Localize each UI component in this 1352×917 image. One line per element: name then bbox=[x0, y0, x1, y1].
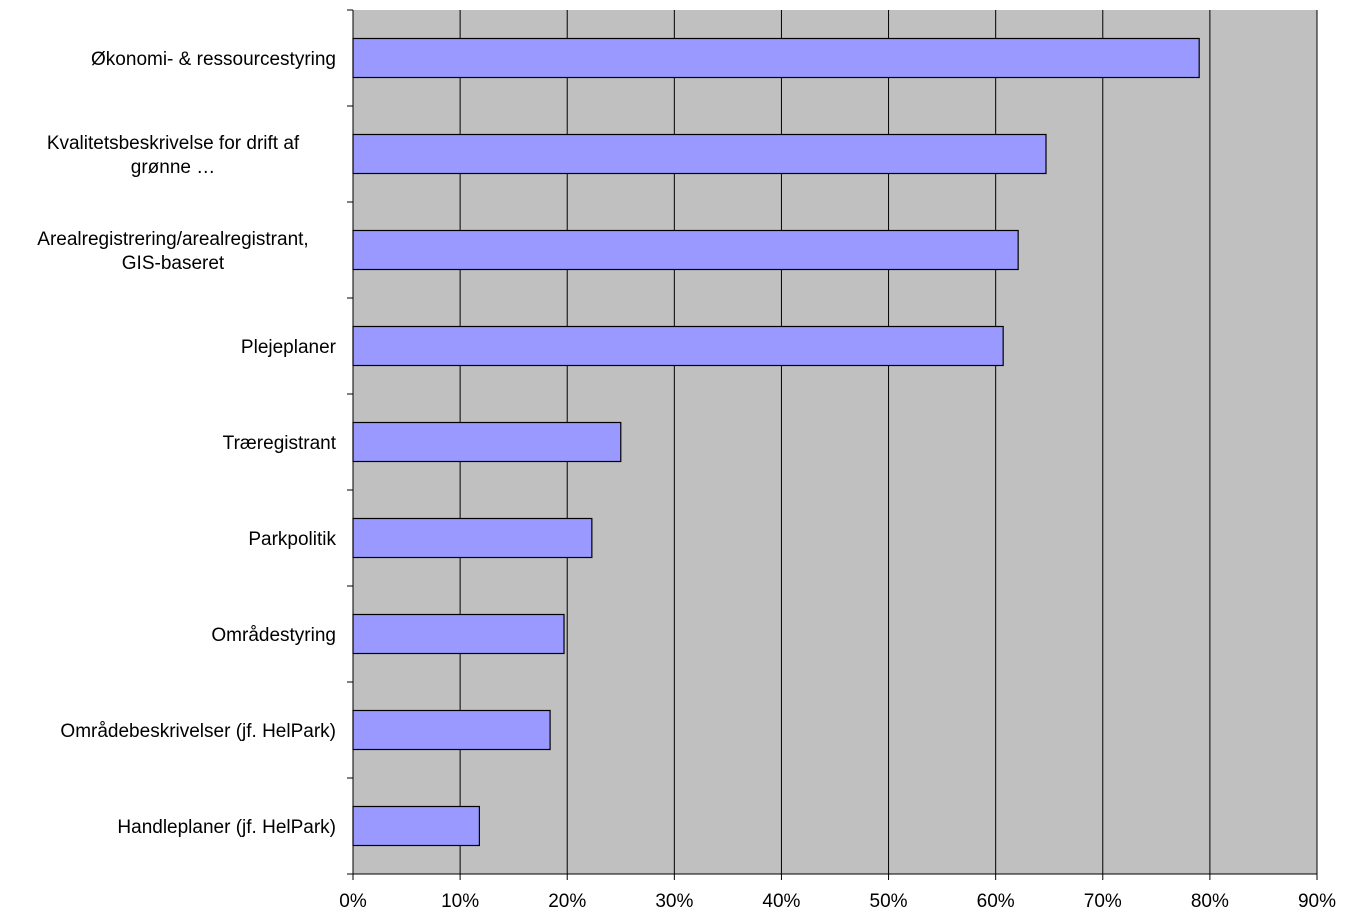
x-tick-label: 90% bbox=[1298, 891, 1336, 912]
bar bbox=[352, 517, 593, 559]
x-tick-label: 80% bbox=[1191, 891, 1229, 912]
bar bbox=[352, 325, 1004, 367]
category-label: Træregistrant bbox=[223, 433, 337, 454]
bars bbox=[352, 37, 1200, 847]
x-tick-labels: 0% 10% 20% 30% 40% 50% 60% 70% 80% 90% bbox=[339, 891, 1336, 912]
category-label: Områdebeskrivelser (jf. HelPark) bbox=[60, 721, 336, 742]
x-tick-label: 30% bbox=[655, 891, 693, 912]
category-label: Arealregistrering/arealregistrant, GIS-ba… bbox=[37, 229, 308, 274]
x-tick-label: 40% bbox=[762, 891, 800, 912]
x-tick-label: 0% bbox=[339, 891, 367, 912]
bar bbox=[352, 133, 1047, 175]
bar bbox=[352, 709, 551, 751]
category-label: Handleplaner (jf. HelPark) bbox=[117, 817, 336, 838]
x-tick-label: 70% bbox=[1084, 891, 1122, 912]
x-tick-label: 20% bbox=[548, 891, 586, 912]
bar bbox=[352, 229, 1019, 271]
category-labels: Økonomi- & ressourcestyring Kvalitetsbesk… bbox=[37, 49, 336, 838]
bar bbox=[352, 805, 480, 847]
category-label: Parkpolitik bbox=[248, 529, 336, 550]
category-label: Områdestyring bbox=[211, 625, 336, 646]
category-label: Økonomi- & ressourcestyring bbox=[91, 49, 336, 70]
axes bbox=[347, 9, 1318, 880]
category-label: Plejeplaner bbox=[241, 337, 337, 358]
bar bbox=[352, 421, 622, 463]
bar bbox=[352, 37, 1200, 79]
bar bbox=[352, 613, 565, 655]
x-tick-label: 60% bbox=[977, 891, 1015, 912]
x-tick-label: 50% bbox=[870, 891, 908, 912]
category-label: Kvalitetsbeskrivelse for drift af grønne … bbox=[47, 133, 300, 178]
x-tick-label: 10% bbox=[441, 891, 479, 912]
